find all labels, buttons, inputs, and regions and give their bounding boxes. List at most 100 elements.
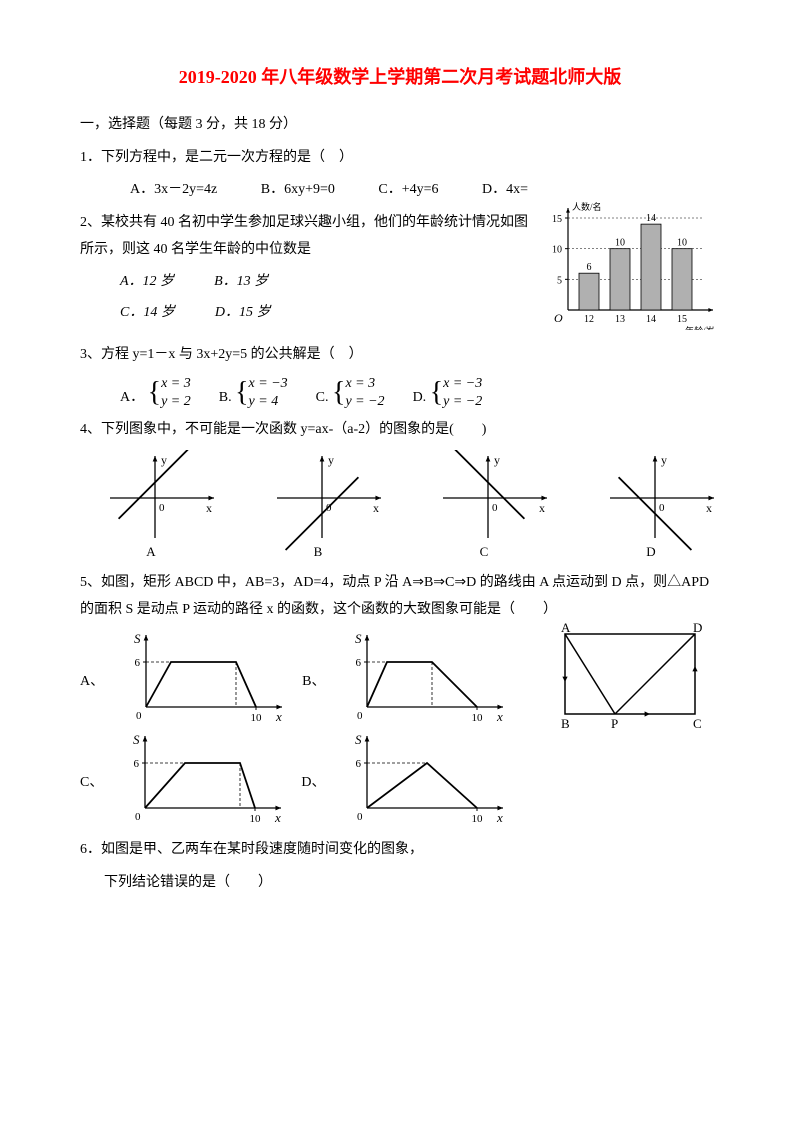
svg-text:S: S [355,732,362,747]
q4-graph-b: yx0B [267,450,387,560]
q2-opt-d: D．15 岁 [215,300,271,327]
q2-opt-a: A．12 岁 [120,269,174,296]
q5-graph-b: Sx 0 6 10 [339,629,509,724]
q3-opt-d: D. {x = −3y = −2 [413,375,483,412]
svg-text:y: y [161,453,167,467]
svg-text:6: 6 [356,758,362,770]
q1-text: 1．下列方程中，是二元一次方程的是（ ） [80,145,720,172]
svg-text:10: 10 [552,245,562,256]
q4-graph-a: y x 0 A [100,450,220,560]
svg-text:C: C [480,544,489,559]
q5-graph-a: Sx 0 6 10 [118,629,288,724]
svg-text:P: P [611,716,618,731]
q3-d-bot: y = −2 [443,393,482,411]
svg-text:x: x [496,709,503,724]
svg-text:0: 0 [136,710,142,722]
q3-options: A． {x = 3y = 2 B. {x = −3y = 4 C. {x = 3… [120,375,720,412]
q5-graph-d: Sx 0 6 10 [339,730,509,825]
q6-sub: 下列结论错误的是（ ） [80,870,720,897]
svg-text:14: 14 [646,213,656,224]
q5-lbl-b: B、 [302,669,325,696]
q1-opt-c: C．+4y=6 [378,177,438,204]
q3-a-bot: y = 2 [161,393,191,411]
q5-lbl-a: A、 [80,669,104,696]
svg-text:13: 13 [615,314,625,325]
svg-text:A: A [561,620,571,635]
q1-opt-d: D．4x= [482,177,528,204]
q4-graph-d: y x 0 D [600,450,720,560]
svg-text:C: C [693,716,702,731]
svg-text:0: 0 [357,811,363,823]
q1-opt-b: B．6xy+9=0 [261,177,335,204]
svg-text:x: x [496,810,503,825]
q4-graph-c: y x 0 C [433,450,553,560]
svg-text:6: 6 [587,262,592,273]
svg-text:6: 6 [134,758,140,770]
q2-opt-c: C．14 岁 [120,300,175,327]
q2-options-1: A．12 岁 B．13 岁 [120,269,530,296]
svg-text:D: D [646,544,655,559]
q3-lbl-a: A． [120,390,144,405]
svg-text:6: 6 [135,657,141,669]
svg-text:10: 10 [472,712,484,724]
svg-text:x: x [206,501,212,515]
svg-text:D: D [693,620,702,635]
q5-rect-figure: A D B C P [550,619,710,749]
q2-options-2: C．14 岁 D．15 岁 [120,300,530,327]
q3-opt-b: B. {x = −3y = 4 [219,375,288,412]
q3-c-top: x = 3 [345,375,384,393]
svg-text:0: 0 [159,502,165,514]
svg-text:6: 6 [356,657,362,669]
svg-text:10: 10 [677,238,687,249]
q3-lbl-b: B. [219,390,232,405]
q5-text: 5、如图，矩形 ABCD 中，AB=3，AD=4，动点 P 沿 A⇒B⇒C⇒D … [80,570,720,623]
svg-text:0: 0 [135,811,141,823]
q3-c-bot: y = −2 [345,393,384,411]
q3-lbl-c: C. [316,390,329,405]
q3-lbl-d: D. [413,390,427,405]
svg-text:S: S [133,732,140,747]
svg-text:x: x [539,501,545,515]
q3-b-top: x = −3 [249,375,288,393]
q5-graph-c: Sx 0 6 10 [117,730,287,825]
q3-opt-c: C. {x = 3y = −2 [316,375,385,412]
svg-text:S: S [355,631,362,646]
svg-text:0: 0 [492,502,498,514]
q1-opt-a: A．3x－2y=4z [130,177,217,204]
svg-text:人数/名: 人数/名 [572,201,602,212]
q5-row1: A、 Sx 0 6 10 B、 Sx 0 6 10 [80,629,550,724]
svg-text:y: y [661,453,667,467]
q5-row2: C、 Sx0610 D、 Sx0610 [80,730,550,825]
svg-text:S: S [134,631,141,646]
q3-opt-a: A． {x = 3y = 2 [120,375,191,412]
page-title: 2019-2020 年八年级数学上学期第二次月考试题北师大版 [80,60,720,94]
q5-lbl-d: D、 [301,770,325,797]
q3-b-bot: y = 4 [249,393,288,411]
svg-text:0: 0 [659,502,665,514]
svg-text:A: A [146,544,156,559]
svg-text:10: 10 [615,238,625,249]
svg-text:x: x [274,810,281,825]
q2-opt-b: B．13 岁 [214,269,268,296]
svg-text:10: 10 [250,813,262,825]
svg-text:10: 10 [251,712,263,724]
q3-a-top: x = 3 [161,375,191,393]
svg-text:y: y [328,453,334,467]
svg-text:x: x [373,501,379,515]
q2-bar-chart: 51015612101314141015O人数/名年龄/岁 [540,200,720,330]
section-heading: 一，选择题（每题 3 分，共 18 分） [80,112,720,139]
svg-text:15: 15 [552,214,562,225]
svg-text:B: B [561,716,570,731]
svg-text:15: 15 [677,314,687,325]
svg-text:y: y [494,453,500,467]
svg-text:B: B [313,544,322,559]
svg-text:x: x [275,709,282,724]
q3-text: 3、方程 y=1－x 与 3x+2y=5 的公共解是（ ） [80,342,720,369]
svg-text:10: 10 [472,813,484,825]
svg-text:O: O [554,311,563,325]
svg-text:5: 5 [557,275,562,286]
svg-text:x: x [706,501,712,515]
svg-text:0: 0 [357,710,363,722]
svg-text:12: 12 [584,314,594,325]
q6-text: 6．如图是甲、乙两车在某时段速度随时间变化的图象， [80,837,720,864]
